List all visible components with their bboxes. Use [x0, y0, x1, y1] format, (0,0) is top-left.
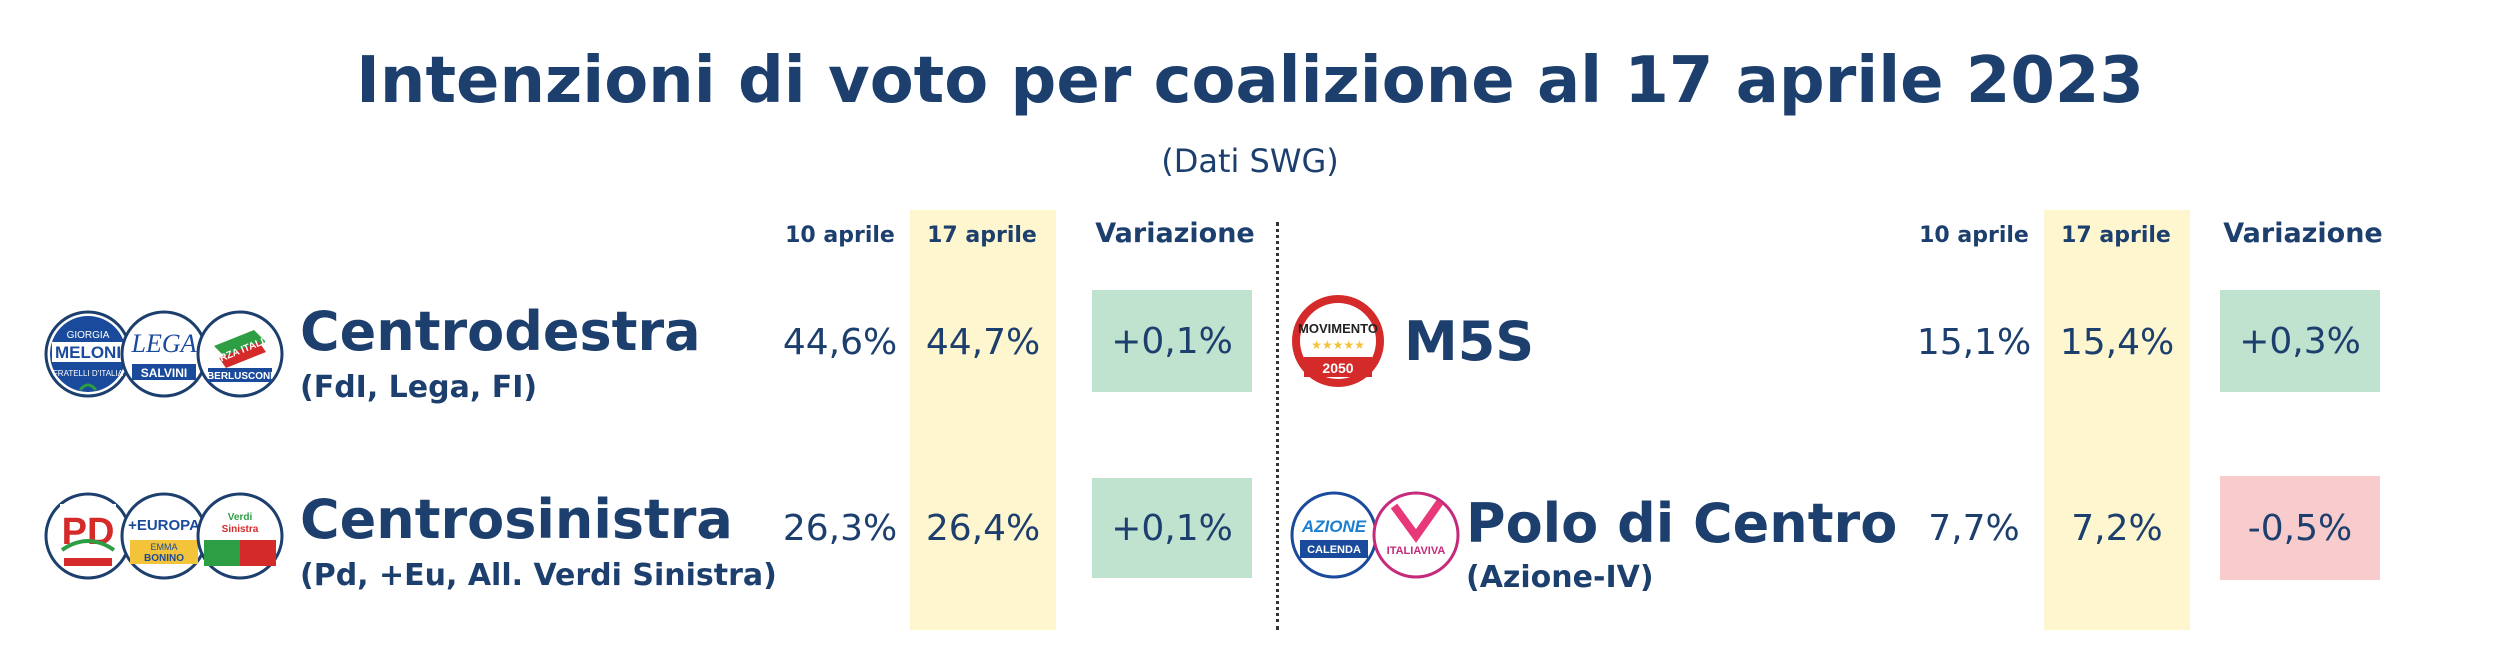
change-box-polo-di-centro: -0,5% [2220, 476, 2380, 580]
header-curr-right: 17 aprile [2061, 223, 2171, 248]
value-prev-polo-di-centro: 7,7% [1928, 508, 2020, 549]
change-box-centrodestra: +0,1% [1092, 290, 1252, 392]
value-prev-centrosinistra: 26,3% [782, 508, 898, 549]
logo-group-centrosinistra: PD +EUROPA EMMA BONINO Verdi Sinistra [44, 490, 284, 582]
value-curr-centrodestra: 44,7% [925, 322, 1041, 363]
value-curr-m5s: 15,4% [2059, 322, 2175, 363]
svg-text:AZIONE: AZIONE [1301, 517, 1367, 536]
highlight-column-left [910, 210, 1056, 630]
svg-text:CALENDA: CALENDA [1307, 544, 1361, 556]
svg-text:ITALIAVIVA: ITALIAVIVA [1387, 545, 1446, 557]
highlight-column-right [2044, 210, 2190, 630]
svg-text:GIORGIA: GIORGIA [67, 330, 110, 341]
svg-text:SALVINI: SALVINI [141, 366, 187, 380]
coalition-name-centrodestra: Centrodestra [300, 300, 701, 363]
m5s-logo-icon: MOVIMENTO ★★★★★ 2050 [1292, 295, 1384, 387]
coalition-name-polo-di-centro: Polo di Centro [1466, 492, 1898, 555]
page-title: Intenzioni di voto per coalizione al 17 … [356, 44, 2144, 118]
coalition-logos-centrosinistra: PD +EUROPA EMMA BONINO Verdi Sinistra [44, 492, 284, 580]
svg-text:Verdi: Verdi [228, 512, 253, 523]
coalition-logos-centrodestra: GIORGIA MELONI FRATELLI D'ITALIA LEGA SA… [44, 310, 284, 398]
svg-text:BONINO: BONINO [144, 553, 184, 564]
svg-text:BERLUSCONI: BERLUSCONI [207, 371, 273, 382]
change-box-centrosinistra: +0,1% [1092, 478, 1252, 578]
change-box-m5s: +0,3% [2220, 290, 2380, 392]
svg-text:EMMA: EMMA [151, 542, 178, 552]
header-curr-left: 17 aprile [927, 223, 1037, 248]
value-curr-polo-di-centro: 7,2% [2071, 508, 2163, 549]
header-change-left: Variazione [1095, 218, 1255, 249]
svg-text:FRATELLI D'ITALIA: FRATELLI D'ITALIA [53, 369, 124, 378]
coalition-parties-polo-di-centro: (Azione-IV) [1466, 560, 1654, 595]
coalition-parties-centrodestra: (FdI, Lega, FI) [300, 370, 538, 405]
logo-group-polo-di-centro: AZIONE CALENDA ITALIAVIVA [1290, 488, 1460, 582]
svg-text:2050: 2050 [1322, 360, 1353, 376]
column-divider [1276, 222, 1279, 630]
header-prev-right: 10 aprile [1919, 223, 2029, 248]
svg-text:MELONI: MELONI [55, 343, 121, 362]
header-prev-left: 10 aprile [785, 223, 895, 248]
coalition-parties-centrosinistra: (Pd, +Eu, All. Verdi Sinistra) [300, 558, 777, 593]
value-prev-m5s: 15,1% [1916, 322, 2032, 363]
svg-text:Sinistra: Sinistra [222, 524, 259, 535]
coalition-name-m5s: M5S [1404, 310, 1535, 373]
value-curr-centrosinistra: 26,4% [925, 508, 1041, 549]
page-subtitle: (Dati SWG) [1161, 142, 1339, 180]
svg-text:MOVIMENTO: MOVIMENTO [1298, 321, 1378, 336]
svg-text:★★★★★: ★★★★★ [1311, 338, 1365, 352]
value-prev-centrodestra: 44,6% [782, 322, 898, 363]
header-change-right: Variazione [2223, 218, 2383, 249]
coalition-name-centrosinistra: Centrosinistra [300, 488, 733, 551]
svg-text:LEGA: LEGA [131, 329, 197, 358]
polo-di-centro-logos: AZIONE CALENDA ITALIAVIVA [1290, 491, 1460, 579]
logo-m5s: MOVIMENTO ★★★★★ 2050 [1290, 293, 1386, 389]
logo-group-centrodestra: GIORGIA MELONI FRATELLI D'ITALIA LEGA SA… [44, 308, 284, 400]
svg-text:+EUROPA: +EUROPA [128, 517, 200, 534]
